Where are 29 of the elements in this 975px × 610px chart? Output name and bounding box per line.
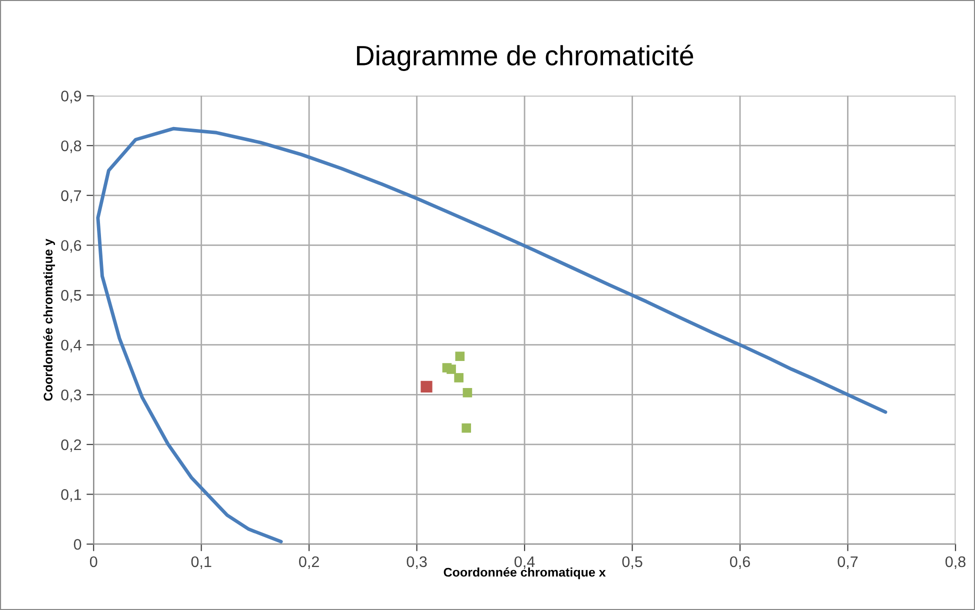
y-tick-label: 0,8 [61, 140, 82, 154]
y-tick-label: 0,5 [61, 290, 82, 303]
chart-title: Diagramme de chromaticité [357, 44, 694, 71]
x-tick-label: 0,3 [406, 556, 427, 569]
y-tick-label: 0,2 [61, 439, 82, 452]
x-tick-label: 0,2 [299, 556, 319, 569]
y-tick-label: 0,3 [61, 390, 82, 402]
x-axis-title: Coordonnée chromatique x [444, 567, 606, 580]
x-tick-label: 0,4 [514, 556, 535, 569]
x-tick-label: 0,5 [622, 556, 642, 569]
point [454, 373, 464, 382]
x-tick-label: 0 [90, 556, 98, 568]
y-tick-label: 0,4 [61, 340, 82, 352]
y-tick-label: 0 [74, 538, 82, 550]
point [462, 388, 472, 398]
line-series [96, 126, 888, 544]
x-tick-label: 0,7 [838, 556, 858, 569]
x-tick-label: 0,1 [191, 556, 212, 569]
y-tick-label: 0,6 [61, 240, 82, 253]
y-axis-title: Coordonnée chromatique y [43, 238, 56, 401]
x-tick-label: 0,8 [945, 556, 966, 569]
point [420, 380, 432, 393]
y-tick-label: 0,9 [61, 90, 82, 104]
x-tick-label: 0,6 [730, 556, 750, 569]
point [455, 352, 465, 361]
y-tick-label: 0,7 [61, 190, 82, 203]
point [442, 363, 452, 372]
y-tick-label: 0,1 [61, 489, 82, 502]
point [462, 423, 472, 433]
